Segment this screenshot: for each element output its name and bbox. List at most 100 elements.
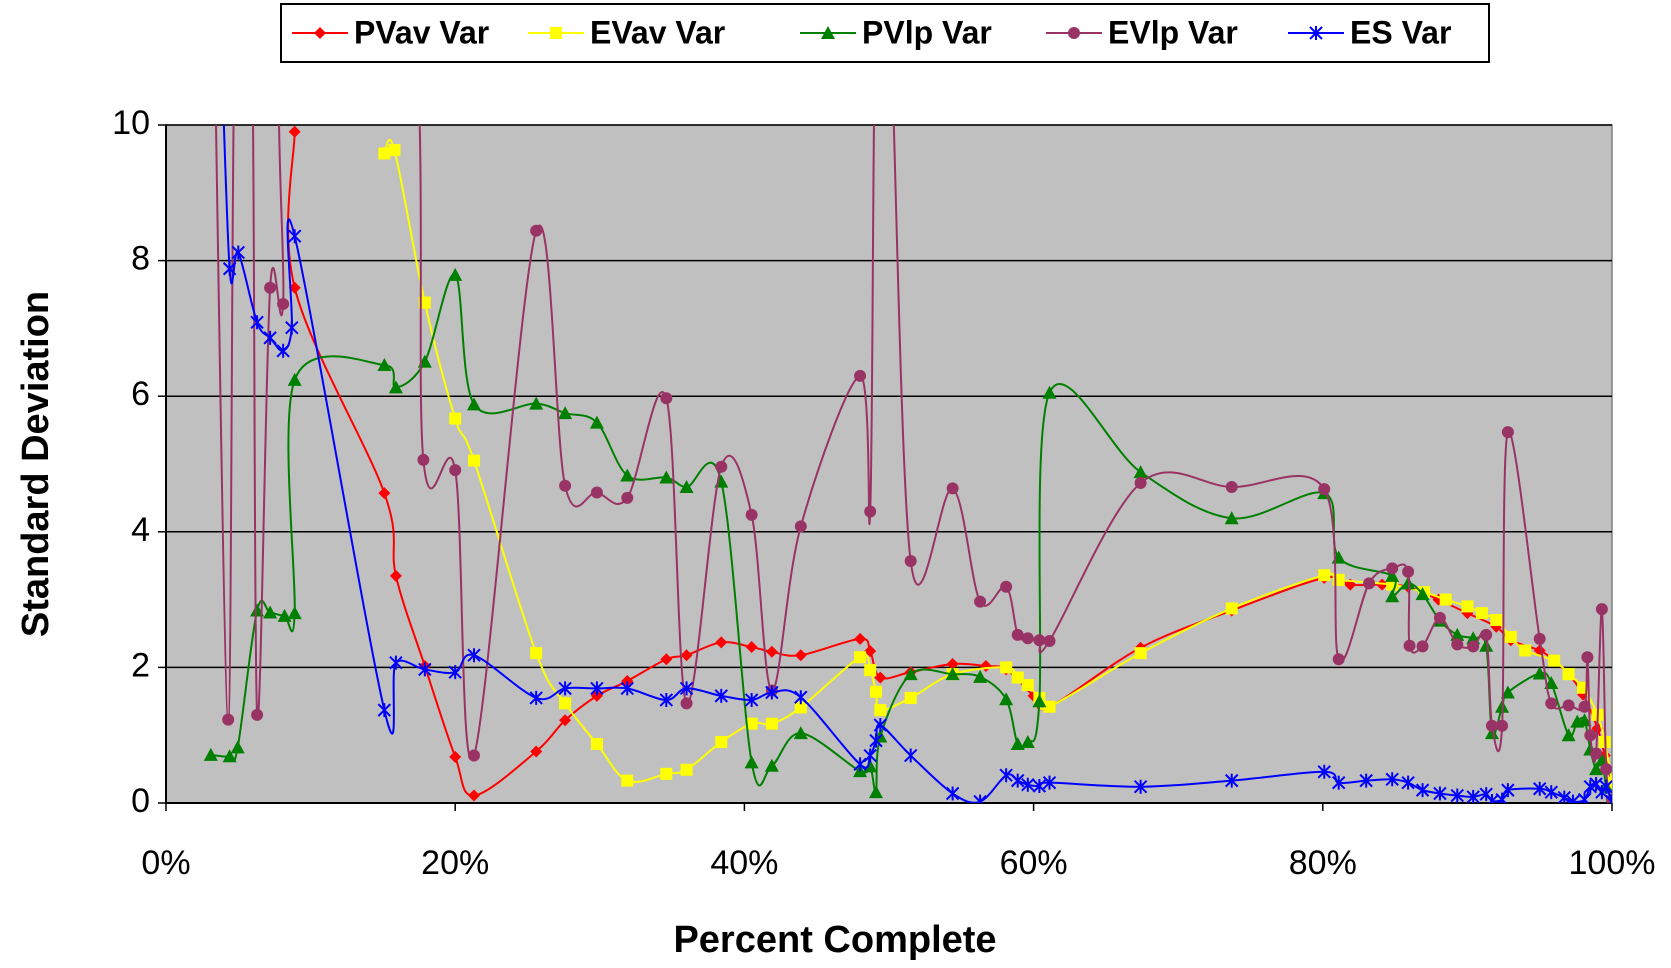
marker xyxy=(1385,772,1399,787)
marker xyxy=(250,315,264,330)
marker xyxy=(467,749,480,762)
marker xyxy=(659,692,674,707)
marker xyxy=(1068,27,1080,39)
marker xyxy=(973,794,987,803)
marker xyxy=(1577,792,1592,803)
marker xyxy=(1020,734,1035,748)
marker xyxy=(388,144,401,157)
marker xyxy=(276,343,290,358)
marker xyxy=(946,482,959,495)
marker xyxy=(449,464,462,477)
marker xyxy=(680,697,693,710)
marker xyxy=(1519,644,1532,657)
marker xyxy=(418,662,432,677)
marker xyxy=(1385,568,1400,582)
marker xyxy=(946,658,959,671)
marker xyxy=(285,320,299,335)
marker xyxy=(1043,634,1056,647)
marker xyxy=(1386,562,1399,575)
marker xyxy=(448,267,463,281)
marker xyxy=(745,508,758,521)
marker xyxy=(744,692,759,707)
marker xyxy=(222,749,237,763)
marker xyxy=(1033,634,1046,647)
marker xyxy=(377,358,392,372)
marker xyxy=(793,726,808,740)
marker xyxy=(1224,511,1239,525)
marker xyxy=(999,768,1013,783)
marker xyxy=(589,415,604,429)
marker xyxy=(1533,632,1546,645)
legend xyxy=(280,3,1490,63)
marker xyxy=(715,735,728,748)
marker xyxy=(1480,628,1493,641)
marker xyxy=(1475,607,1488,620)
marker xyxy=(277,297,290,310)
marker xyxy=(794,690,808,705)
marker xyxy=(903,667,918,681)
marker xyxy=(558,406,573,420)
marker xyxy=(203,747,218,761)
marker xyxy=(1403,639,1416,652)
x-tick-label: 60% xyxy=(1000,844,1068,882)
marker xyxy=(621,674,634,687)
marker xyxy=(530,647,543,660)
marker xyxy=(287,372,302,386)
marker xyxy=(1000,580,1013,593)
marker xyxy=(715,460,728,473)
y-tick-label: 2 xyxy=(131,646,150,684)
marker xyxy=(288,281,301,294)
marker xyxy=(1010,737,1025,751)
marker xyxy=(1599,779,1612,794)
marker xyxy=(1450,788,1464,803)
marker xyxy=(590,738,603,751)
marker xyxy=(1500,685,1515,699)
marker xyxy=(1490,613,1503,626)
marker xyxy=(1461,600,1474,613)
x-tick-label: 20% xyxy=(421,844,489,882)
marker xyxy=(854,369,867,382)
marker xyxy=(974,595,987,608)
marker xyxy=(1021,777,1035,792)
marker xyxy=(620,681,634,696)
marker xyxy=(1332,653,1345,666)
marker xyxy=(1225,602,1238,615)
marker xyxy=(1359,773,1373,788)
marker xyxy=(417,453,430,466)
marker xyxy=(1562,668,1575,681)
marker xyxy=(230,740,245,754)
marker xyxy=(864,664,877,677)
marker xyxy=(263,605,278,619)
marker xyxy=(765,717,778,730)
marker xyxy=(1133,779,1148,794)
marker xyxy=(1485,793,1499,803)
marker xyxy=(1224,773,1239,788)
marker xyxy=(530,745,543,758)
marker xyxy=(869,733,883,748)
marker xyxy=(231,245,246,260)
marker xyxy=(794,649,807,662)
marker xyxy=(1318,569,1331,582)
x-tick-label: 0% xyxy=(141,844,190,882)
legend-label: PVav Var xyxy=(354,14,489,50)
marker xyxy=(904,554,917,567)
marker xyxy=(389,569,402,582)
marker xyxy=(1589,762,1604,776)
marker xyxy=(1484,726,1499,740)
marker xyxy=(1225,481,1238,494)
marker xyxy=(529,396,544,410)
x-tick-label: 80% xyxy=(1289,844,1357,882)
marker xyxy=(1532,781,1547,796)
legend-entries: PVav Var EVav Var PVlp Var EVlp Var ES Var xyxy=(292,14,1451,50)
marker xyxy=(904,691,917,704)
marker xyxy=(1332,775,1346,790)
marker xyxy=(1385,589,1400,603)
marker xyxy=(854,651,867,664)
marker xyxy=(1318,483,1331,496)
marker xyxy=(1532,666,1547,680)
marker xyxy=(1415,783,1430,798)
legend-label: ES Var xyxy=(1350,14,1451,50)
marker xyxy=(874,671,887,684)
marker xyxy=(1479,638,1494,652)
